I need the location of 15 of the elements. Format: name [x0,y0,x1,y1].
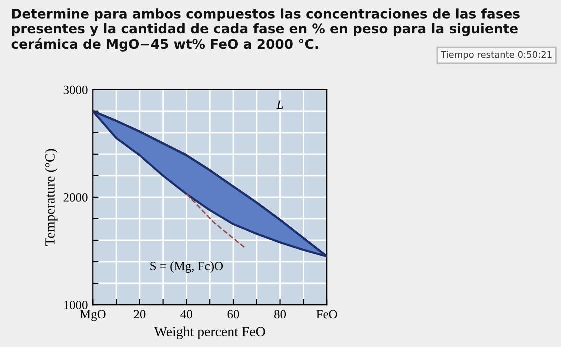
x-tick-label: 80 [274,310,286,319]
y-axis-title: Temperature (°C) [45,149,58,246]
y-tick-label: 2000 [64,193,88,202]
annotation: L [276,100,284,110]
x-axis-title: Weight percent FeO [154,326,266,340]
chart-title: Determine para ambos compuestos las concentraciones de las fases presentes y la cantidad de cada fase en % en peso para la siguiente cerámica de MgO−45 wt% FeO a 2000 °C. [12,8,520,52]
text: Tiempo restante 0:50:21 [441,51,552,60]
x-tick-label: FeO [316,310,338,319]
y-tick-label: 3000 [64,86,88,94]
x-tick-label: MgO [80,310,106,322]
x-tick-label: 60 [228,310,240,319]
x-tick-label: 40 [180,310,192,319]
y-tick-label: 1000 [64,301,88,310]
x-tick-label: 20 [134,310,146,319]
annotation: S = (Mg, Fc)O [150,262,224,274]
